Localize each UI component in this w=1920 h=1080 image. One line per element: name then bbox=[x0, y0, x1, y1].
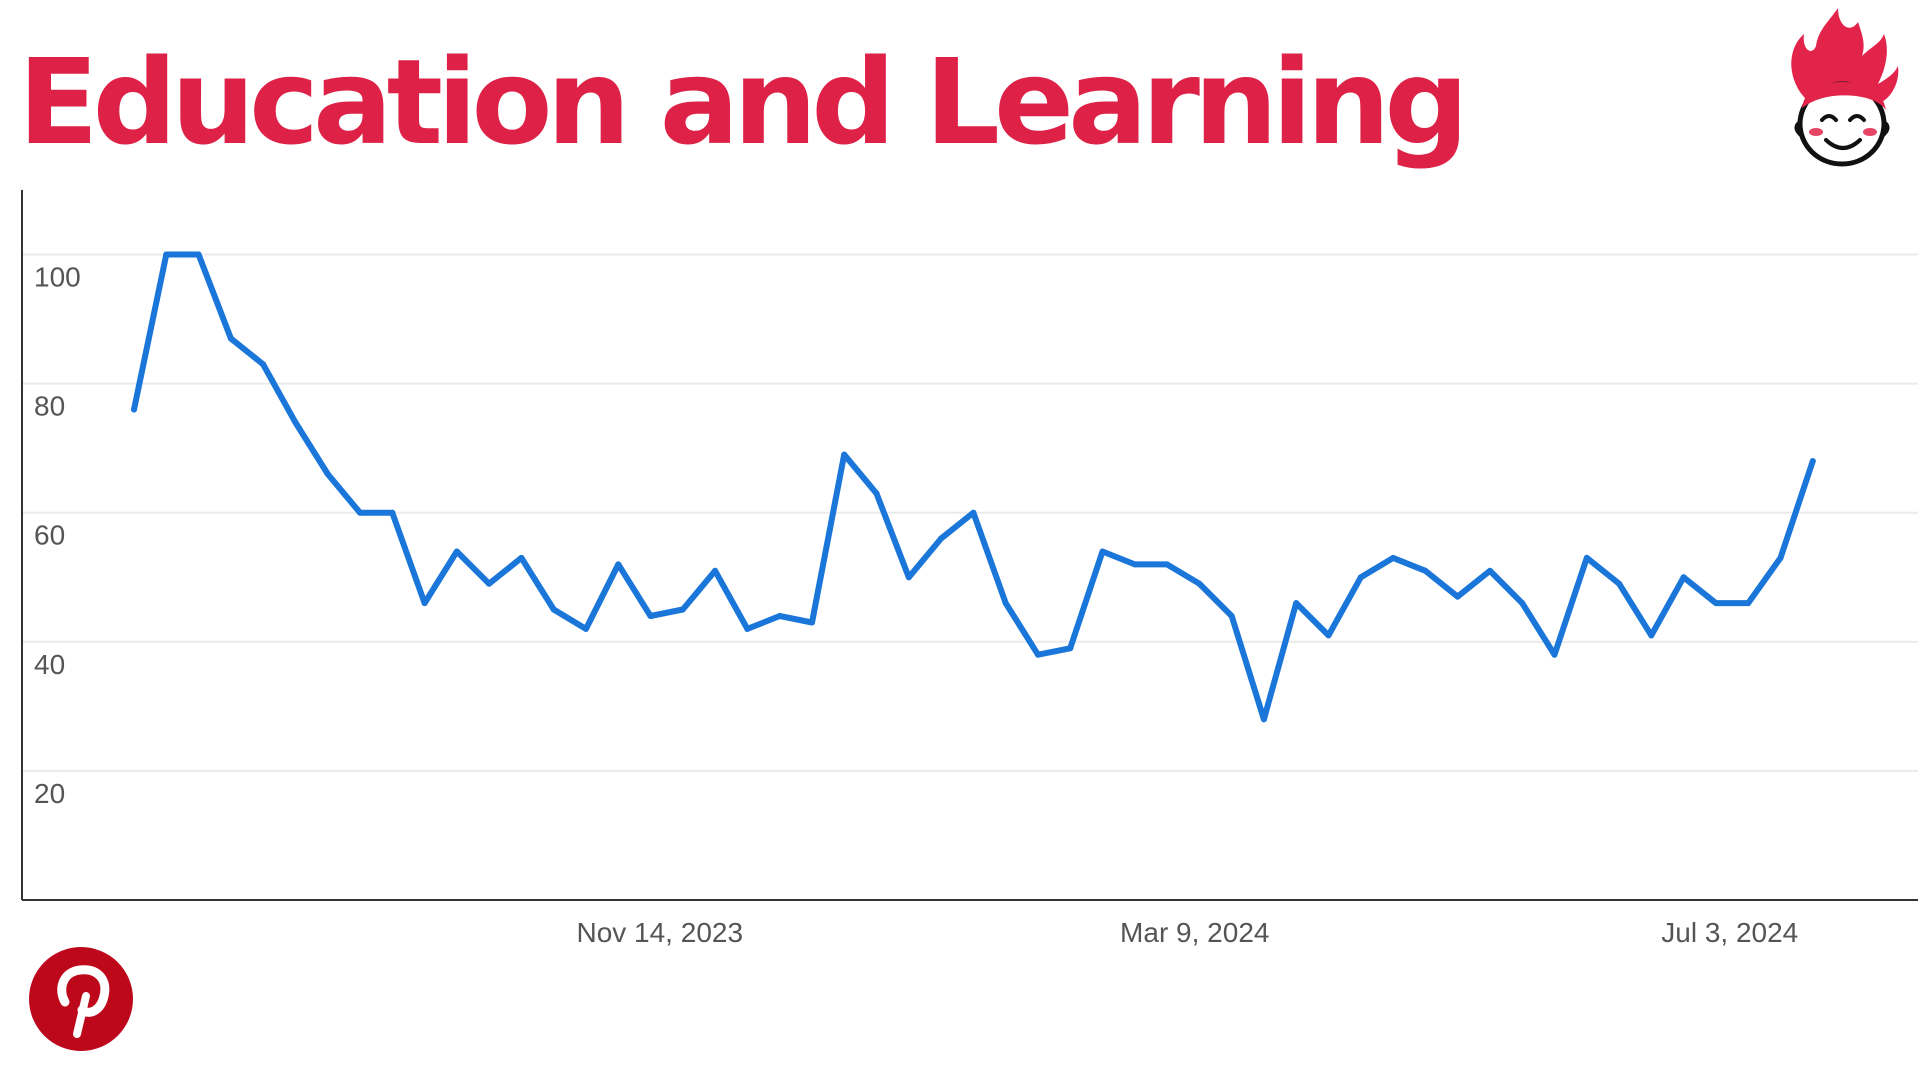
data-point bbox=[1680, 574, 1687, 581]
data-point bbox=[1583, 554, 1590, 561]
data-point bbox=[1196, 580, 1203, 587]
data-point bbox=[1454, 593, 1461, 600]
data-point bbox=[1228, 613, 1235, 619]
gridlines bbox=[22, 253, 1918, 772]
y-tick-label: 100 bbox=[34, 262, 81, 293]
data-point bbox=[389, 509, 396, 516]
data-point bbox=[292, 419, 299, 426]
data-point bbox=[550, 606, 557, 613]
data-point bbox=[1777, 554, 1784, 561]
flame-hair-smiling-face-icon bbox=[1791, 8, 1899, 167]
data-point bbox=[1034, 651, 1041, 658]
data-point bbox=[582, 625, 589, 632]
y-tick-label: 40 bbox=[34, 649, 65, 680]
data-point bbox=[1164, 561, 1171, 568]
data-point bbox=[841, 451, 848, 458]
data-point bbox=[131, 406, 137, 413]
data-point bbox=[1422, 567, 1429, 574]
data-point bbox=[970, 509, 977, 516]
data-point bbox=[1486, 567, 1493, 574]
data-point bbox=[1616, 580, 1623, 587]
data-points bbox=[131, 251, 1816, 723]
data-point bbox=[421, 600, 428, 607]
x-tick-label: Nov 14, 2023 bbox=[576, 917, 743, 948]
page-title: Education and Learning bbox=[18, 33, 1469, 171]
y-tick-label: 60 bbox=[34, 520, 65, 551]
data-point bbox=[324, 471, 331, 477]
data-point bbox=[518, 554, 525, 561]
data-point bbox=[938, 535, 945, 542]
data-point bbox=[615, 561, 622, 568]
data-point bbox=[679, 606, 686, 613]
data-point bbox=[260, 361, 267, 368]
data-point bbox=[1712, 600, 1719, 607]
data-point bbox=[163, 251, 170, 258]
data-point bbox=[1745, 600, 1752, 607]
data-point bbox=[195, 251, 202, 258]
data-point bbox=[1551, 651, 1558, 658]
data-point bbox=[808, 619, 815, 626]
data-point bbox=[227, 335, 234, 342]
y-axis-tick-labels: 20 40 60 80 100 bbox=[34, 262, 81, 809]
data-point bbox=[776, 613, 783, 619]
pinterest-logo-icon bbox=[29, 947, 133, 1051]
x-tick-label: Mar 9, 2024 bbox=[1120, 917, 1269, 948]
data-point bbox=[453, 548, 460, 555]
data-point bbox=[873, 490, 880, 497]
data-point bbox=[1357, 574, 1364, 581]
data-point bbox=[1325, 632, 1332, 639]
data-point bbox=[356, 509, 363, 516]
data-point bbox=[1002, 600, 1009, 607]
data-point bbox=[1648, 632, 1655, 639]
y-tick-label: 20 bbox=[34, 778, 65, 809]
data-point bbox=[712, 567, 719, 574]
data-point bbox=[905, 574, 912, 581]
x-tick-label: Jul 3, 2024 bbox=[1661, 917, 1798, 948]
data-point bbox=[647, 613, 654, 619]
data-point bbox=[1293, 600, 1300, 607]
data-point bbox=[1099, 548, 1106, 555]
data-point bbox=[1809, 458, 1816, 465]
data-point bbox=[486, 580, 493, 587]
data-point bbox=[1260, 716, 1267, 723]
data-point bbox=[1131, 561, 1138, 568]
data-point bbox=[744, 625, 751, 632]
data-point bbox=[1067, 645, 1074, 652]
x-axis-tick-labels: Nov 14, 2023 Mar 9, 2024 Jul 3, 2024 bbox=[576, 917, 1798, 948]
data-point bbox=[1519, 600, 1526, 607]
series-line bbox=[131, 251, 1816, 723]
y-tick-label: 80 bbox=[34, 391, 65, 422]
data-point bbox=[1390, 554, 1397, 561]
